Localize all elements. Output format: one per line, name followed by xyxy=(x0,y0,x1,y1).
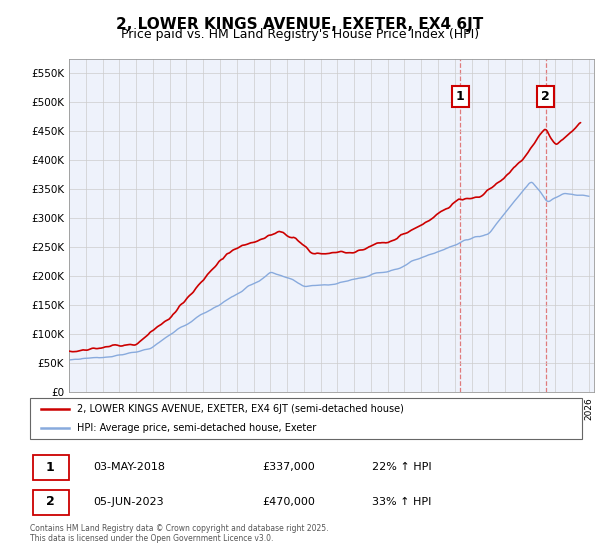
FancyBboxPatch shape xyxy=(33,491,68,515)
Text: £470,000: £470,000 xyxy=(262,497,315,507)
Text: 33% ↑ HPI: 33% ↑ HPI xyxy=(372,497,431,507)
Text: 2, LOWER KINGS AVENUE, EXETER, EX4 6JT (semi-detached house): 2, LOWER KINGS AVENUE, EXETER, EX4 6JT (… xyxy=(77,404,404,414)
Text: 05-JUN-2023: 05-JUN-2023 xyxy=(94,497,164,507)
FancyBboxPatch shape xyxy=(33,455,68,480)
Text: 22% ↑ HPI: 22% ↑ HPI xyxy=(372,462,432,472)
Text: 1: 1 xyxy=(46,460,55,474)
Text: HPI: Average price, semi-detached house, Exeter: HPI: Average price, semi-detached house,… xyxy=(77,423,316,433)
Text: 2, LOWER KINGS AVENUE, EXETER, EX4 6JT: 2, LOWER KINGS AVENUE, EXETER, EX4 6JT xyxy=(116,17,484,32)
Text: Contains HM Land Registry data © Crown copyright and database right 2025.
This d: Contains HM Land Registry data © Crown c… xyxy=(30,524,329,543)
FancyBboxPatch shape xyxy=(30,399,582,439)
Text: 03-MAY-2018: 03-MAY-2018 xyxy=(94,462,166,472)
Text: 2: 2 xyxy=(46,496,55,508)
Text: Price paid vs. HM Land Registry's House Price Index (HPI): Price paid vs. HM Land Registry's House … xyxy=(121,28,479,41)
Text: 2: 2 xyxy=(541,90,550,103)
Text: 1: 1 xyxy=(456,90,464,103)
Text: £337,000: £337,000 xyxy=(262,462,314,472)
